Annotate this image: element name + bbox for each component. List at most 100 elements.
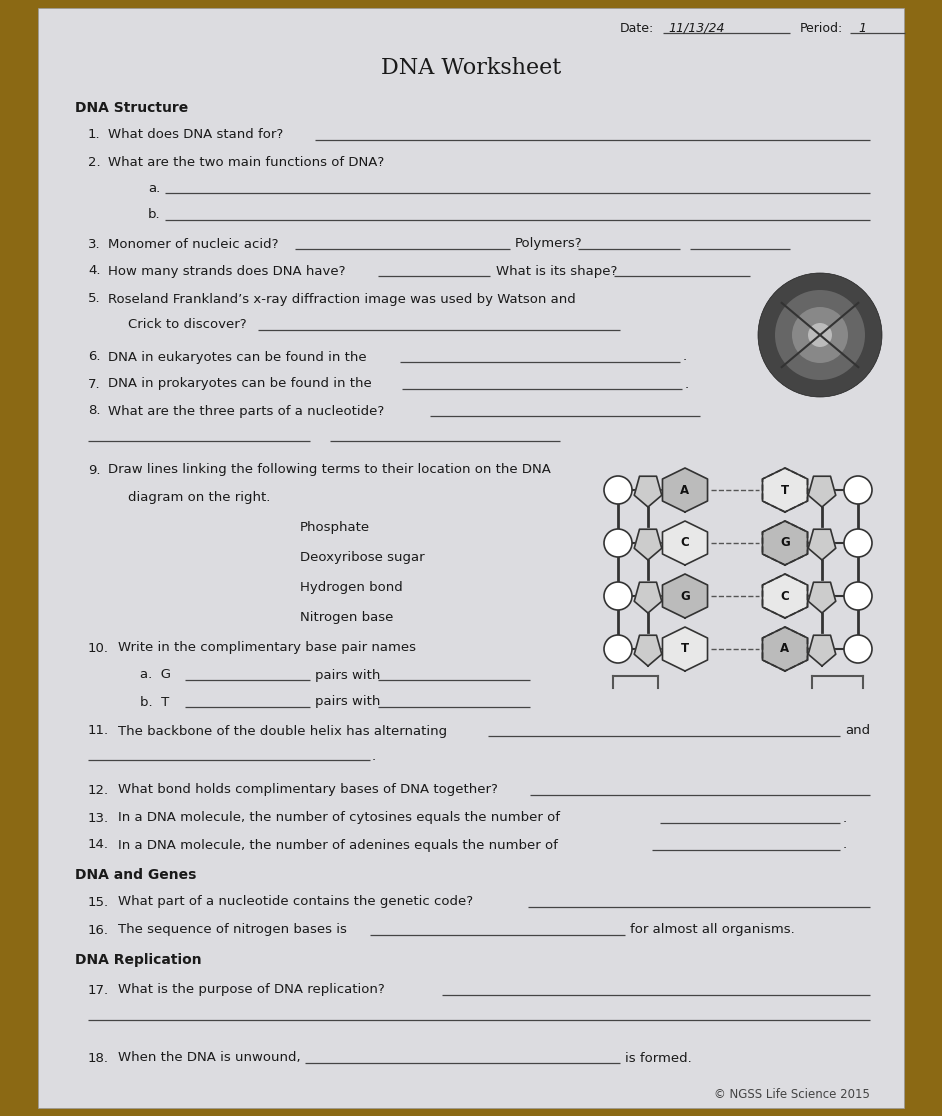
Text: A: A bbox=[680, 483, 690, 497]
Polygon shape bbox=[634, 635, 661, 666]
Text: Crick to discover?: Crick to discover? bbox=[128, 318, 247, 331]
Text: Monomer of nucleic acid?: Monomer of nucleic acid? bbox=[108, 238, 279, 250]
Text: 15.: 15. bbox=[88, 895, 109, 908]
Text: DNA in prokaryotes can be found in the: DNA in prokaryotes can be found in the bbox=[108, 377, 372, 391]
FancyBboxPatch shape bbox=[38, 8, 904, 1108]
Text: What bond holds complimentary bases of DNA together?: What bond holds complimentary bases of D… bbox=[118, 783, 498, 797]
Text: 13.: 13. bbox=[88, 811, 109, 825]
Text: What are the two main functions of DNA?: What are the two main functions of DNA? bbox=[108, 155, 384, 169]
Text: Roseland Frankland’s x-ray diffraction image was used by Watson and: Roseland Frankland’s x-ray diffraction i… bbox=[108, 292, 576, 306]
Text: .: . bbox=[843, 838, 847, 852]
Text: Period:: Period: bbox=[800, 21, 843, 35]
Text: Phosphate: Phosphate bbox=[300, 520, 370, 533]
Text: In a DNA molecule, the number of adenines equals the number of: In a DNA molecule, the number of adenine… bbox=[118, 838, 558, 852]
Text: 9.: 9. bbox=[88, 463, 101, 477]
Text: 14.: 14. bbox=[88, 838, 109, 852]
Polygon shape bbox=[808, 477, 836, 507]
Text: 16.: 16. bbox=[88, 924, 109, 936]
Circle shape bbox=[604, 477, 632, 504]
Text: What are the three parts of a nucleotide?: What are the three parts of a nucleotide… bbox=[108, 404, 384, 417]
Text: C: C bbox=[781, 589, 789, 603]
Text: 8.: 8. bbox=[88, 404, 101, 417]
Text: .: . bbox=[685, 377, 690, 391]
Text: In a DNA molecule, the number of cytosines equals the number of: In a DNA molecule, the number of cytosin… bbox=[118, 811, 560, 825]
Circle shape bbox=[844, 583, 872, 610]
Polygon shape bbox=[808, 583, 836, 613]
Polygon shape bbox=[762, 468, 807, 512]
Text: 3.: 3. bbox=[88, 238, 101, 250]
Text: 11/13/24: 11/13/24 bbox=[668, 21, 724, 35]
Polygon shape bbox=[808, 529, 836, 560]
Text: 12.: 12. bbox=[88, 783, 109, 797]
Text: 17.: 17. bbox=[88, 983, 109, 997]
Polygon shape bbox=[662, 521, 707, 565]
Circle shape bbox=[844, 529, 872, 557]
Text: is formed.: is formed. bbox=[625, 1051, 691, 1065]
Text: pairs with: pairs with bbox=[315, 668, 381, 682]
Text: Hydrogen bond: Hydrogen bond bbox=[300, 580, 403, 594]
Polygon shape bbox=[662, 574, 707, 618]
Circle shape bbox=[604, 583, 632, 610]
Polygon shape bbox=[662, 468, 707, 512]
Text: What is its shape?: What is its shape? bbox=[496, 264, 617, 278]
Circle shape bbox=[775, 290, 865, 381]
Polygon shape bbox=[634, 477, 661, 507]
Text: A: A bbox=[780, 643, 789, 655]
Circle shape bbox=[604, 529, 632, 557]
Text: Polymers?: Polymers? bbox=[515, 238, 582, 250]
Text: 4.: 4. bbox=[88, 264, 101, 278]
Text: DNA Replication: DNA Replication bbox=[75, 953, 202, 966]
Circle shape bbox=[808, 323, 832, 347]
Text: 1: 1 bbox=[858, 21, 866, 35]
Text: How many strands does DNA have?: How many strands does DNA have? bbox=[108, 264, 346, 278]
Circle shape bbox=[758, 273, 882, 397]
Text: .: . bbox=[843, 811, 847, 825]
Text: The sequence of nitrogen bases is: The sequence of nitrogen bases is bbox=[118, 924, 347, 936]
Text: DNA in eukaryotes can be found in the: DNA in eukaryotes can be found in the bbox=[108, 350, 366, 364]
Text: G: G bbox=[780, 537, 790, 549]
Text: The backbone of the double helix has alternating: The backbone of the double helix has alt… bbox=[118, 724, 447, 738]
Text: 10.: 10. bbox=[88, 642, 109, 654]
Text: Draw lines linking the following terms to their location on the DNA: Draw lines linking the following terms t… bbox=[108, 463, 551, 477]
Text: 6.: 6. bbox=[88, 350, 101, 364]
Polygon shape bbox=[662, 627, 707, 671]
Text: a.  G: a. G bbox=[140, 668, 171, 682]
Text: 7.: 7. bbox=[88, 377, 101, 391]
Text: What part of a nucleotide contains the genetic code?: What part of a nucleotide contains the g… bbox=[118, 895, 473, 908]
Text: diagram on the right.: diagram on the right. bbox=[128, 491, 270, 503]
Circle shape bbox=[792, 307, 848, 363]
Text: G: G bbox=[680, 589, 690, 603]
Text: DNA Worksheet: DNA Worksheet bbox=[381, 57, 561, 79]
Text: for almost all organisms.: for almost all organisms. bbox=[630, 924, 795, 936]
Text: T: T bbox=[681, 643, 689, 655]
Text: What is the purpose of DNA replication?: What is the purpose of DNA replication? bbox=[118, 983, 384, 997]
Text: Deoxyribose sugar: Deoxyribose sugar bbox=[300, 550, 425, 564]
Polygon shape bbox=[808, 635, 836, 666]
Polygon shape bbox=[634, 583, 661, 613]
Circle shape bbox=[604, 635, 632, 663]
Polygon shape bbox=[762, 627, 807, 671]
Text: b.: b. bbox=[148, 209, 161, 221]
Text: C: C bbox=[681, 537, 690, 549]
Text: © NGSS Life Science 2015: © NGSS Life Science 2015 bbox=[714, 1088, 870, 1101]
Text: 1.: 1. bbox=[88, 128, 101, 142]
Text: .: . bbox=[683, 350, 687, 364]
Text: DNA Structure: DNA Structure bbox=[75, 102, 188, 115]
Polygon shape bbox=[762, 521, 807, 565]
Circle shape bbox=[844, 477, 872, 504]
Text: Nitrogen base: Nitrogen base bbox=[300, 610, 394, 624]
Text: 18.: 18. bbox=[88, 1051, 109, 1065]
Text: Date:: Date: bbox=[620, 21, 655, 35]
Text: T: T bbox=[781, 483, 789, 497]
Text: DNA and Genes: DNA and Genes bbox=[75, 868, 196, 882]
Text: When the DNA is unwound,: When the DNA is unwound, bbox=[118, 1051, 300, 1065]
Text: b.  T: b. T bbox=[140, 695, 170, 709]
Polygon shape bbox=[762, 574, 807, 618]
Text: 11.: 11. bbox=[88, 724, 109, 738]
Text: 2.: 2. bbox=[88, 155, 101, 169]
Circle shape bbox=[844, 635, 872, 663]
Text: .: . bbox=[372, 750, 376, 763]
Text: and: and bbox=[845, 724, 870, 738]
Text: a.: a. bbox=[148, 182, 160, 194]
Text: What does DNA stand for?: What does DNA stand for? bbox=[108, 128, 284, 142]
